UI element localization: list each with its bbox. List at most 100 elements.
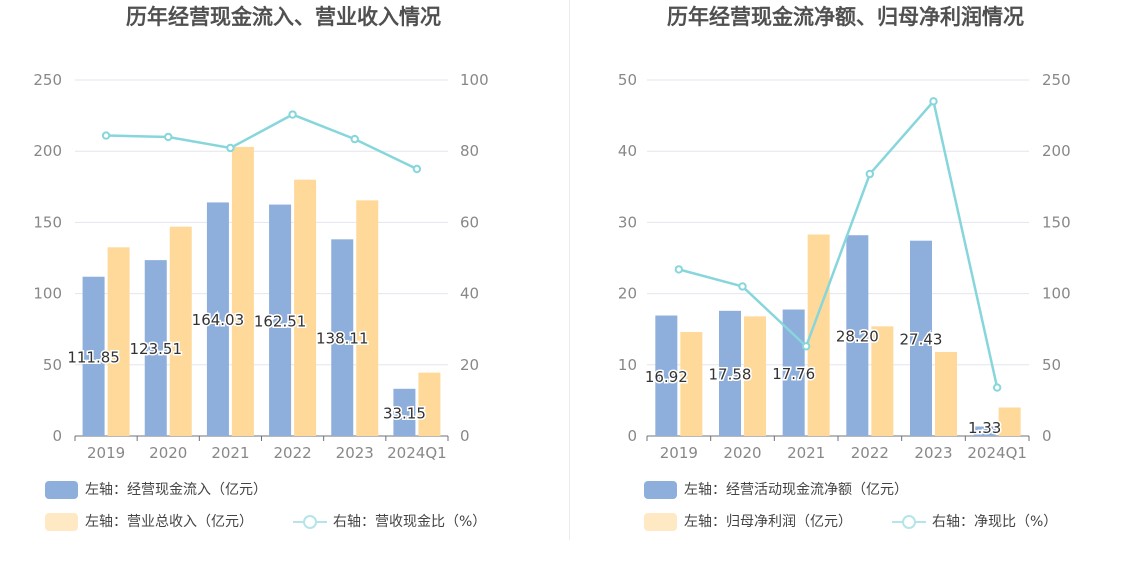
y-right-tick-label: 200 — [1042, 142, 1071, 160]
y-left-tick-label: 0 — [627, 427, 637, 445]
legend: 左轴：经营现金流入（亿元） — [45, 479, 565, 501]
legend-line-circle-icon — [293, 515, 327, 529]
bar-blue — [144, 260, 167, 436]
y-right-tick-label: 20 — [460, 356, 479, 374]
legend-swatch-orange — [45, 513, 78, 531]
y-right-tick-label: 60 — [460, 213, 479, 231]
data-label: 27.43 — [900, 330, 943, 348]
bar-orange — [807, 234, 830, 436]
bar-blue — [331, 239, 354, 436]
y-left-tick-label: 50 — [43, 356, 62, 374]
bar-orange — [680, 332, 703, 436]
bar-blue — [655, 315, 678, 436]
x-tick-label: 2023 — [336, 444, 374, 462]
line-series — [106, 113, 418, 171]
x-tick-label: 2024Q1 — [387, 444, 447, 462]
line-point — [226, 143, 235, 153]
legend-swatch-orange — [644, 513, 677, 531]
legend-label: 左轴：经营活动现金流净额（亿元） — [684, 482, 908, 498]
data-label: 1.33 — [968, 419, 1001, 437]
line-series — [678, 98, 999, 388]
chart-title: 历年经营现金流入、营业收入情况 — [126, 5, 441, 29]
bar-orange — [231, 146, 254, 437]
y-left-tick-label: 100 — [33, 285, 62, 303]
x-tick-label: 2021 — [211, 444, 249, 462]
legend: 左轴：归母净利润（亿元） 右轴：净现比（%） — [644, 511, 1124, 533]
data-label: 17.58 — [709, 365, 752, 383]
legend-swatch-blue — [45, 481, 78, 499]
y-right-tick-label: 50 — [1042, 356, 1061, 374]
line-point — [164, 132, 173, 142]
bar-orange — [418, 372, 441, 436]
y-left-tick-label: 250 — [33, 71, 62, 89]
y-right-tick-label: 250 — [1042, 71, 1071, 89]
y-right-tick-label: 100 — [1042, 285, 1071, 303]
bar-orange — [107, 247, 130, 436]
y-left-tick-label: 0 — [52, 427, 62, 445]
bar-orange — [871, 326, 894, 436]
line-point — [865, 169, 875, 179]
x-tick-label: 2019 — [87, 444, 125, 462]
line-point — [992, 383, 1002, 392]
y-right-tick-label: 0 — [1042, 427, 1052, 445]
legend: 左轴：营业总收入（亿元） 右轴：营收现金比（%） — [45, 511, 565, 533]
data-label: 164.03 — [192, 311, 245, 329]
panel-divider — [569, 0, 570, 540]
bar-blue — [82, 276, 105, 436]
y-right-tick-label: 40 — [460, 285, 479, 303]
x-tick-label: 2019 — [660, 444, 698, 462]
y-left-tick-label: 150 — [33, 213, 62, 231]
data-label: 16.92 — [645, 368, 688, 386]
line-point — [350, 134, 359, 144]
y-left-tick-label: 10 — [618, 356, 637, 374]
chart-panel-cashflow-revenue: 历年经营现金流入、营业收入情况 0 50 100 150 200 250 0 20 40 60 80… — [33, 5, 565, 533]
x-tick-label: 2023 — [914, 444, 952, 462]
legend-label: 右轴：营收现金比（%） — [333, 514, 487, 530]
legend-line-circle-icon — [892, 515, 926, 529]
x-tick-label: 2024Q1 — [967, 444, 1027, 462]
bar-blue — [393, 388, 416, 436]
bar-blue — [206, 202, 229, 436]
x-tick-label: 2022 — [273, 444, 311, 462]
chart-plot-area: 0 10 20 30 40 50 0 50 100 150 200 250 2019 2020 2021 20… — [618, 71, 1071, 462]
line-point — [738, 282, 747, 291]
bar-orange — [356, 200, 379, 436]
bar-orange — [744, 316, 766, 436]
y-left-tick-label: 200 — [33, 142, 62, 160]
line-point — [801, 342, 811, 351]
y-right-tick-label: 0 — [460, 427, 470, 445]
legend-label: 左轴：经营现金流入（亿元） — [85, 482, 267, 498]
bar-blue — [719, 310, 741, 436]
bar-blue — [910, 240, 932, 436]
data-label: 162.51 — [254, 312, 307, 330]
line-point — [101, 131, 111, 140]
y-right-tick-label: 150 — [1042, 213, 1071, 231]
line-point — [929, 97, 938, 106]
y-left-tick-label: 30 — [618, 213, 637, 231]
data-label: 28.20 — [836, 328, 879, 346]
bar-blue — [973, 426, 996, 436]
chart-panel-netcashflow-profit: 历年经营现金流净额、归母净利润情况 0 10 20 30 40 50 0 50 100 150 20… — [567, 0, 1134, 582]
legend: 左轴：经营活动现金流净额（亿元） — [644, 479, 1124, 501]
y-right-tick-label: 100 — [460, 71, 489, 89]
data-label: 17.76 — [772, 365, 815, 383]
line-point — [288, 110, 297, 119]
x-tick-label: 2020 — [723, 444, 761, 462]
chart-title: 历年经营现金流净额、归母净利润情况 — [667, 5, 1024, 29]
legend-label: 右轴：净现比（%） — [932, 514, 1058, 530]
legend-swatch-blue — [644, 481, 677, 499]
bar-blue — [846, 235, 869, 436]
x-tick-label: 2022 — [851, 444, 889, 462]
data-label: 111.85 — [67, 348, 120, 366]
legend-label: 左轴：营业总收入（亿元） — [85, 514, 253, 530]
x-tick-label: 2021 — [787, 444, 825, 462]
y-right-tick-label: 80 — [460, 142, 479, 160]
x-tick-label: 2020 — [149, 444, 187, 462]
bar-orange — [294, 179, 317, 436]
bar-blue — [269, 204, 292, 436]
data-label: 123.51 — [130, 340, 183, 358]
bar-orange — [998, 407, 1021, 436]
data-label: 33.15 — [383, 404, 426, 422]
legend-label: 左轴：归母净利润（亿元） — [684, 514, 852, 530]
line-point — [412, 164, 422, 174]
